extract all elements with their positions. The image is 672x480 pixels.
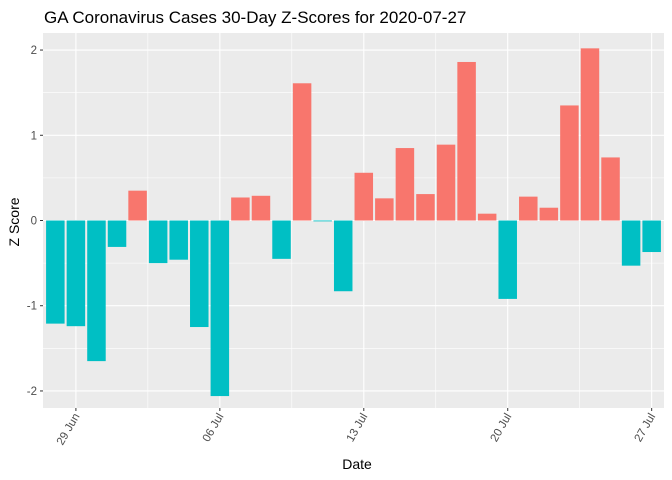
bar-2020-07-21 xyxy=(519,196,538,221)
bar-2020-07-04 xyxy=(169,220,188,260)
bar-2020-07-20 xyxy=(498,220,517,299)
y-tick-label: 0 xyxy=(31,216,37,228)
bar-2020-07-23 xyxy=(560,105,579,221)
bar-2020-07-14 xyxy=(375,198,394,221)
bar-2020-07-22 xyxy=(539,207,559,221)
y-tick-label: 2 xyxy=(31,45,37,57)
x-axis: 29 Jun 06 Jul 13 Jul 20 Jul 27 Jul xyxy=(55,408,658,447)
x-tick-label: 06 Jul xyxy=(201,412,227,445)
bar-2020-07-01 xyxy=(107,220,127,247)
bar-2020-07-13 xyxy=(354,172,374,221)
bar-2020-07-18 xyxy=(457,61,476,221)
x-axis-title: Date xyxy=(342,456,372,472)
bar-2020-07-12 xyxy=(333,220,353,292)
y-tick-label: -1 xyxy=(27,301,37,313)
chart-title: GA Coronavirus Cases 30-Day Z-Scores for… xyxy=(44,8,466,27)
bar-2020-07-11 xyxy=(313,220,332,222)
bar-2020-07-19 xyxy=(477,213,497,221)
x-tick-label: 27 Jul xyxy=(633,412,659,445)
bar-2020-07-26 xyxy=(621,220,641,266)
bar-2020-07-02 xyxy=(128,190,147,221)
x-tick-label: 20 Jul xyxy=(489,412,515,445)
bar-2020-07-03 xyxy=(148,220,168,264)
bar-2020-07-05 xyxy=(190,220,209,328)
bar-2020-07-24 xyxy=(580,48,600,221)
bar-2020-07-09 xyxy=(272,220,291,259)
bar-2020-07-08 xyxy=(251,195,271,221)
bar-2020-06-30 xyxy=(87,220,106,362)
bar-2020-07-17 xyxy=(436,144,456,221)
bars xyxy=(46,48,661,397)
bar-2020-07-16 xyxy=(416,194,435,221)
y-axis-title: Z Score xyxy=(6,197,22,246)
bar-2020-07-07 xyxy=(231,197,250,221)
y-axis: -2 -1 0 1 2 xyxy=(27,45,43,398)
bar-2020-06-29 xyxy=(66,220,86,327)
x-tick-label: 29 Jun xyxy=(55,412,83,448)
bar-2020-07-15 xyxy=(395,148,415,221)
bar-2020-07-27 xyxy=(642,220,661,253)
bar-2020-07-25 xyxy=(601,157,620,221)
x-tick-label: 13 Jul xyxy=(345,412,371,445)
y-tick-label: -2 xyxy=(27,386,37,398)
bar-2020-06-28 xyxy=(46,220,65,324)
y-tick-label: 1 xyxy=(31,130,37,142)
bar-2020-07-10 xyxy=(292,83,312,221)
bar-2020-07-06 xyxy=(210,220,230,397)
